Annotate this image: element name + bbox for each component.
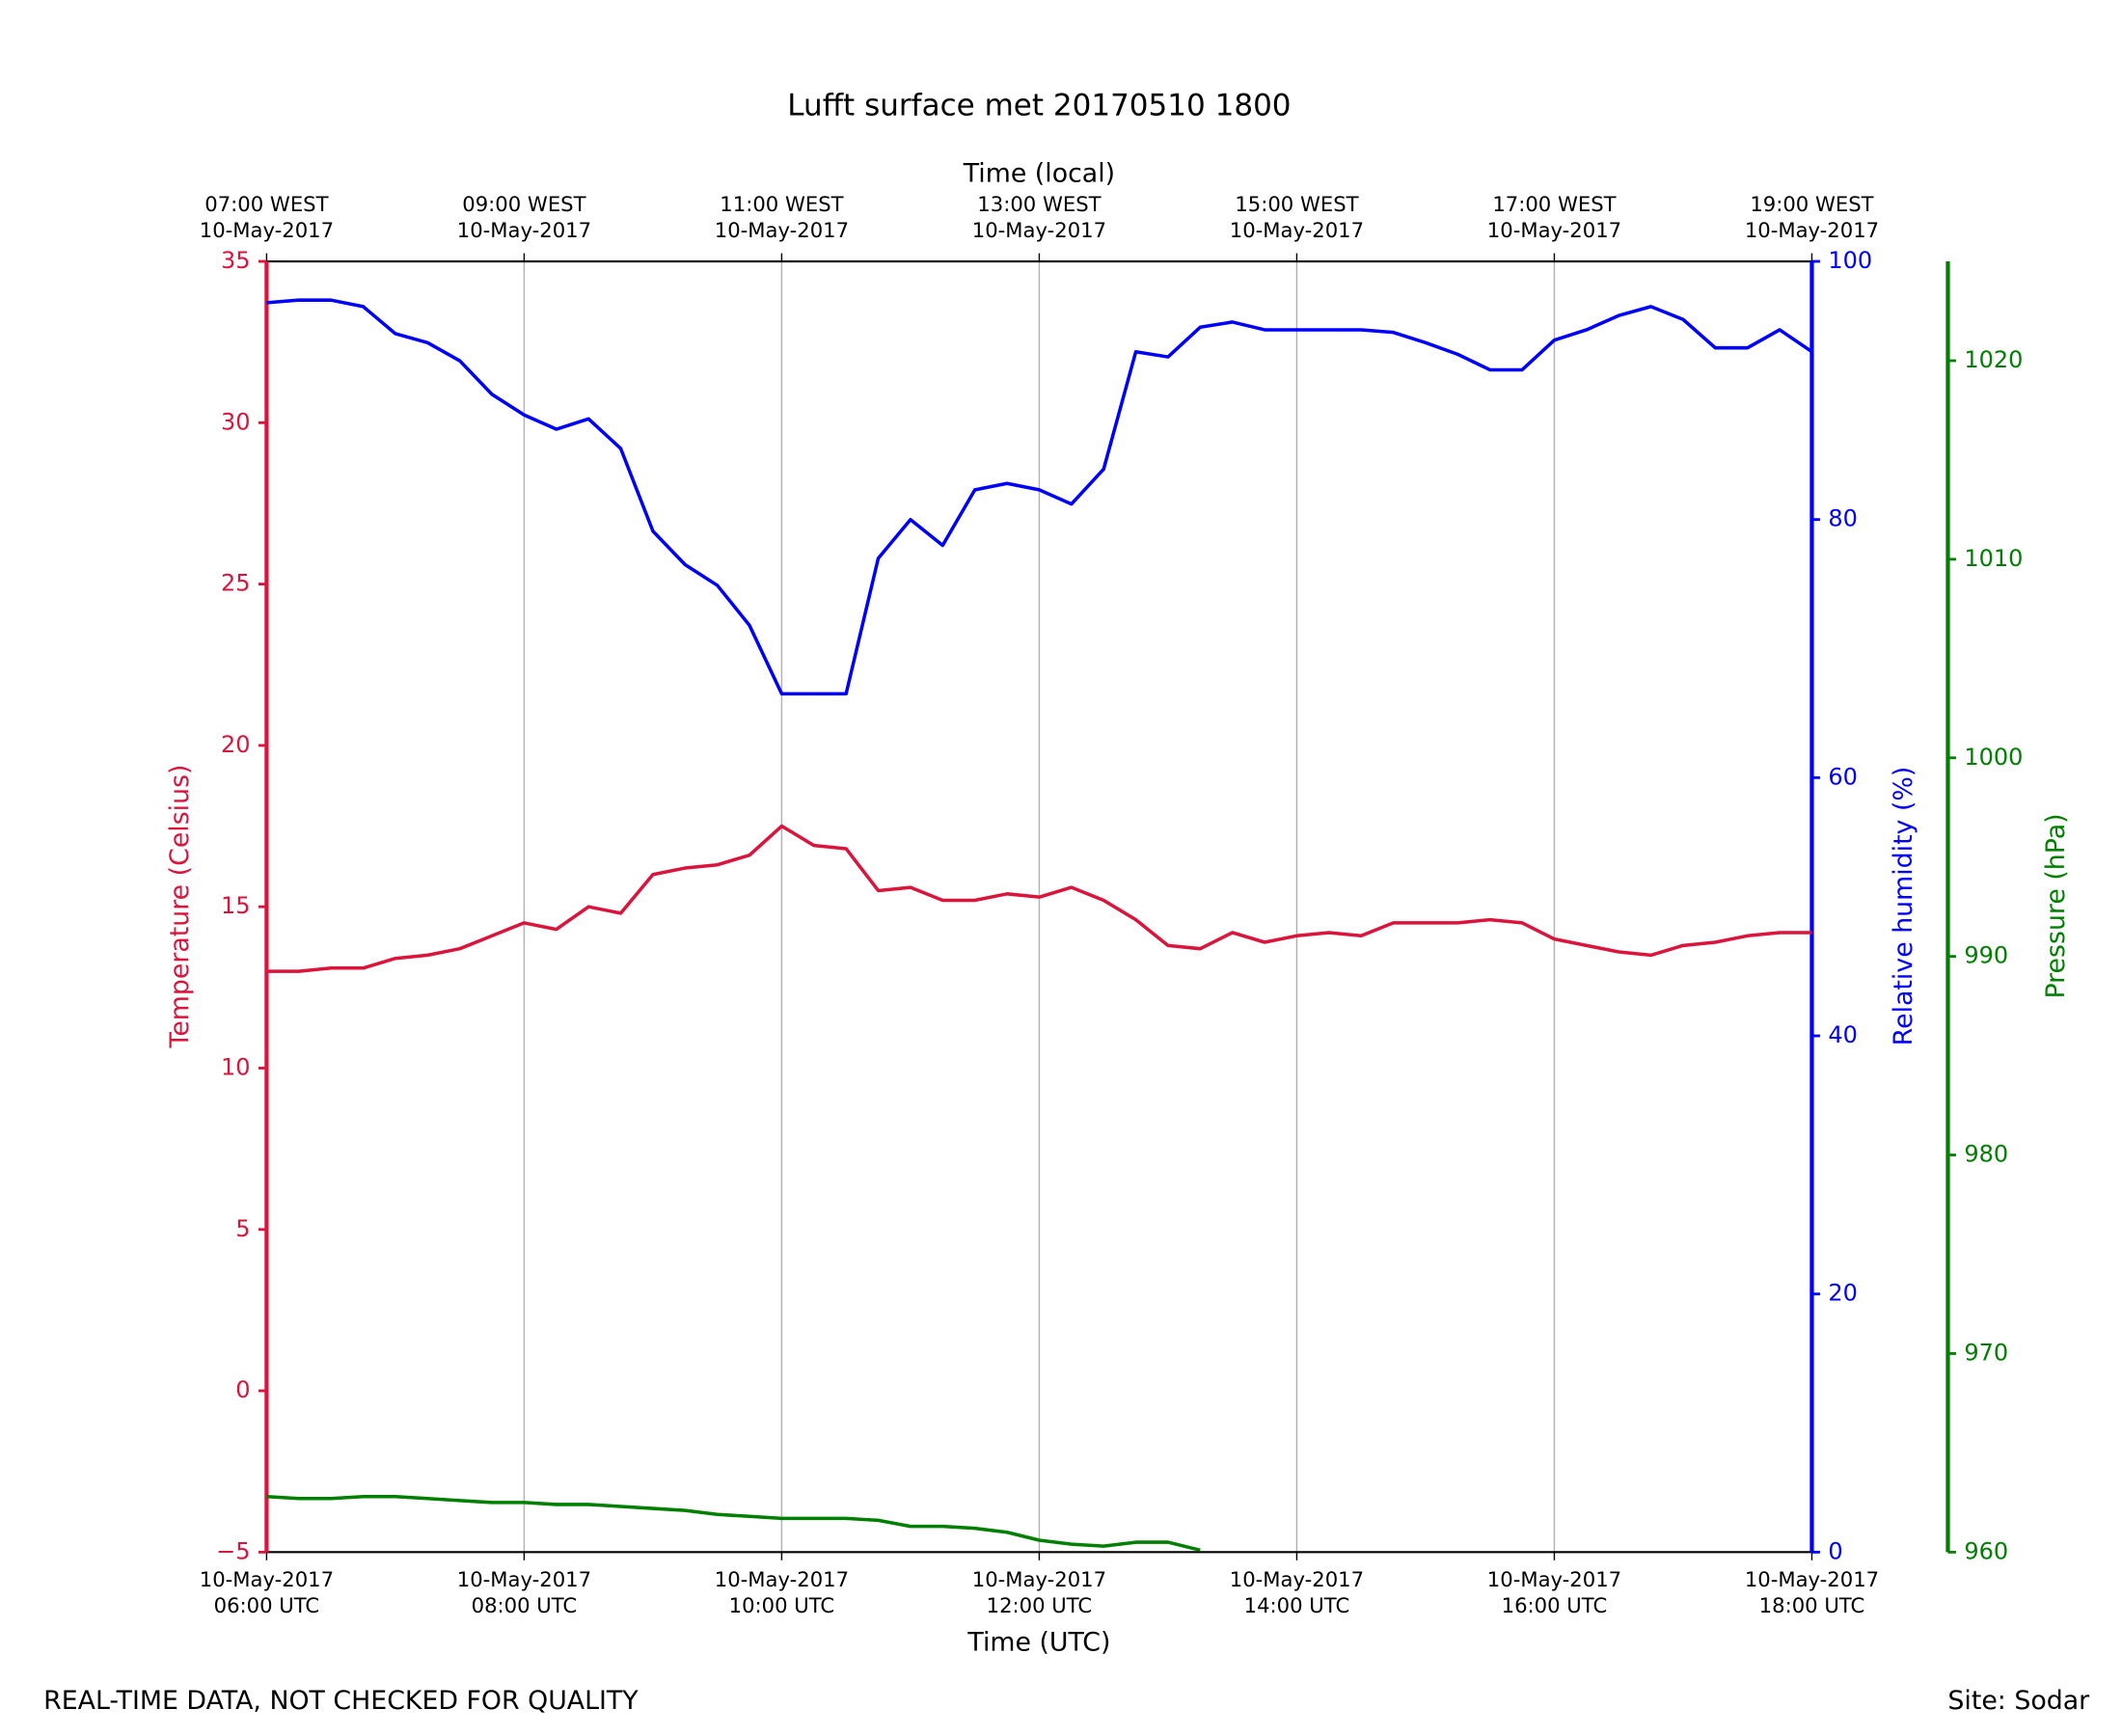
x2-tick-label: 10-May-2017 <box>715 218 849 242</box>
x-tick-label: 12:00 UTC <box>987 1593 1093 1617</box>
x-tick-label: 10-May-2017 <box>1745 1567 1879 1591</box>
chart-title: Lufft surface met 20170510 1800 <box>787 88 1291 122</box>
x2-tick-label: 10-May-2017 <box>1745 218 1879 242</box>
y2-tick-label: 40 <box>1828 1021 1858 1048</box>
y3-tick-label: 1010 <box>1964 545 2023 572</box>
x-tick-label: 10-May-2017 <box>1230 1567 1364 1591</box>
y3-tick-label: 1020 <box>1964 346 2023 373</box>
footer-note: REAL-TIME DATA, NOT CHECKED FOR QUALITY <box>43 1686 639 1716</box>
x2-tick-label: 11:00 WEST <box>720 192 843 216</box>
x-tick-label: 18:00 UTC <box>1759 1593 1865 1617</box>
x2-tick-label: 09:00 WEST <box>462 192 585 216</box>
x2-tick-label: 10-May-2017 <box>457 218 591 242</box>
series-line <box>266 1494 1201 1553</box>
footer-site: Site: Sodar <box>1947 1686 2090 1716</box>
x-tick-label: 10-May-2017 <box>457 1567 591 1591</box>
y-tick-label: 35 <box>221 247 251 274</box>
y-tick-label: 20 <box>221 731 251 758</box>
y2-tick-label: 80 <box>1828 505 1858 532</box>
x-tick-label: 10-May-2017 <box>200 1567 334 1591</box>
y-tick-label: 5 <box>235 1215 250 1242</box>
x2-tick-label: 13:00 WEST <box>977 192 1101 216</box>
x2-tick-label: 19:00 WEST <box>1750 192 1873 216</box>
x-tick-label: 10-May-2017 <box>972 1567 1106 1591</box>
y2-axis-label: Relative humidity (%) <box>1889 767 1918 1046</box>
x2-tick-label: 10-May-2017 <box>1487 218 1621 242</box>
x2-tick-label: 07:00 WEST <box>204 192 328 216</box>
x2-tick-label: 17:00 WEST <box>1492 192 1616 216</box>
y-tick-label: 10 <box>221 1053 251 1080</box>
x2-tick-label: 10-May-2017 <box>972 218 1106 242</box>
y3-tick-label: 990 <box>1964 942 2008 969</box>
y3-tick-label: 1000 <box>1964 744 2023 771</box>
y-tick-label: 30 <box>221 408 251 435</box>
x-axis-label: Time (UTC) <box>966 1627 1110 1657</box>
x2-tick-label: 10-May-2017 <box>200 218 334 242</box>
x-tick-label: 06:00 UTC <box>214 1593 320 1617</box>
y2-tick-label: 100 <box>1828 247 1872 274</box>
y-tick-label: 25 <box>221 570 251 597</box>
y3-tick-label: 960 <box>1964 1537 2008 1564</box>
y2-tick-label: 20 <box>1828 1280 1858 1307</box>
x-tick-label: 16:00 UTC <box>1502 1593 1608 1617</box>
y-tick-label: 15 <box>221 892 251 919</box>
series-line <box>266 824 1812 973</box>
x2-tick-label: 10-May-2017 <box>1230 218 1364 242</box>
x-tick-label: 10-May-2017 <box>715 1567 849 1591</box>
y2-tick-label: 60 <box>1828 763 1858 790</box>
x-tick-label: 10-May-2017 <box>1487 1567 1621 1591</box>
y-tick-label: −5 <box>216 1537 250 1564</box>
x-tick-label: 14:00 UTC <box>1244 1593 1350 1617</box>
y3-tick-label: 970 <box>1964 1339 2008 1366</box>
y3-tick-label: 980 <box>1964 1141 2008 1168</box>
x-tick-label: 08:00 UTC <box>472 1593 578 1617</box>
series-line <box>266 298 1813 696</box>
y2-tick-label: 0 <box>1828 1537 1842 1564</box>
y-tick-label: 0 <box>235 1376 250 1403</box>
x2-axis-label: Time (local) <box>963 158 1115 188</box>
y-axis-label: Temperature (Celsius) <box>165 764 195 1048</box>
x2-tick-label: 15:00 WEST <box>1235 192 1358 216</box>
y3-axis-label: Pressure (hPa) <box>2041 813 2071 998</box>
x-tick-label: 10:00 UTC <box>729 1593 835 1617</box>
